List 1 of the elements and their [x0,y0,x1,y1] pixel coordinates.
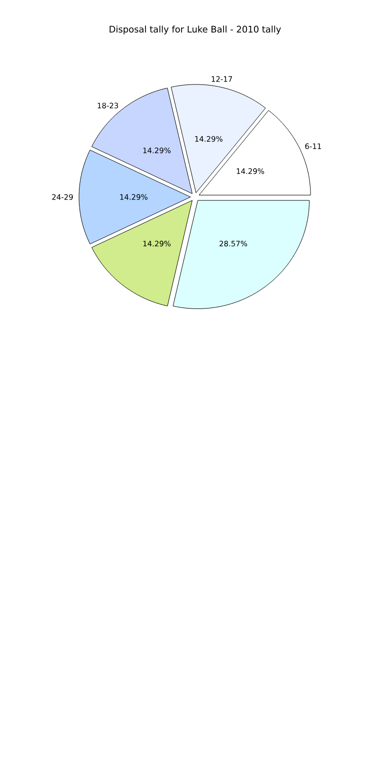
chart-title: Disposal tally for Luke Ball - 2010 tally [110,26,281,34]
